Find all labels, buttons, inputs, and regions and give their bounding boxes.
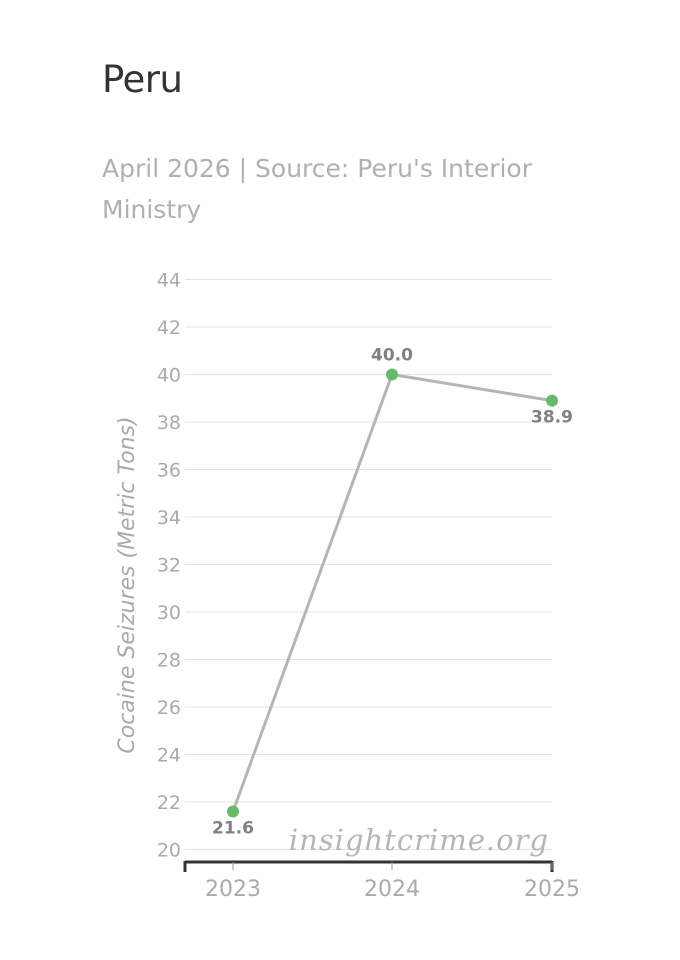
series <box>227 368 558 818</box>
y-tick-label: 20 <box>157 840 181 862</box>
y-tick-label: 42 <box>157 317 181 339</box>
data-label: 40.0 <box>371 346 413 366</box>
y-axis-title: Cocaine Seizures (Metric Tons) <box>115 416 140 753</box>
y-tick-label: 40 <box>157 365 181 387</box>
y-tick-label: 24 <box>157 745 181 767</box>
x-tick-label: 2025 <box>524 877 580 902</box>
x-axis <box>183 860 554 872</box>
x-tick-label: 2023 <box>205 877 261 902</box>
y-tick-label: 32 <box>157 555 181 577</box>
x-tick-label: 2024 <box>364 877 420 902</box>
y-tick-label: 26 <box>157 697 181 719</box>
data-label: 21.6 <box>212 819 254 839</box>
data-label: 38.9 <box>531 408 573 428</box>
y-tick-label: 44 <box>157 270 181 292</box>
data-point <box>386 368 398 381</box>
series-line <box>231 373 553 813</box>
chart-title: Peru <box>102 58 183 101</box>
data-point <box>546 394 558 407</box>
watermark: insightcrime.org <box>289 823 549 857</box>
gridlines <box>185 279 552 850</box>
y-tick-label: 38 <box>157 412 181 434</box>
data-point <box>227 805 239 818</box>
chart-subtitle: April 2026 | Source: Peru's Interior Min… <box>102 154 532 224</box>
x-tick-labels: 2023 2024 2025 <box>205 877 580 902</box>
y-tick-labels: 20 22 24 26 28 30 32 34 36 38 40 42 44 <box>157 270 181 862</box>
y-tick-label: 36 <box>157 460 181 482</box>
y-tick-label: 30 <box>157 602 181 624</box>
y-tick-label: 22 <box>157 792 181 814</box>
y-tick-label: 28 <box>157 650 181 672</box>
data-labels: 21.6 40.0 38.9 <box>212 346 573 839</box>
y-tick-label: 34 <box>157 507 181 529</box>
